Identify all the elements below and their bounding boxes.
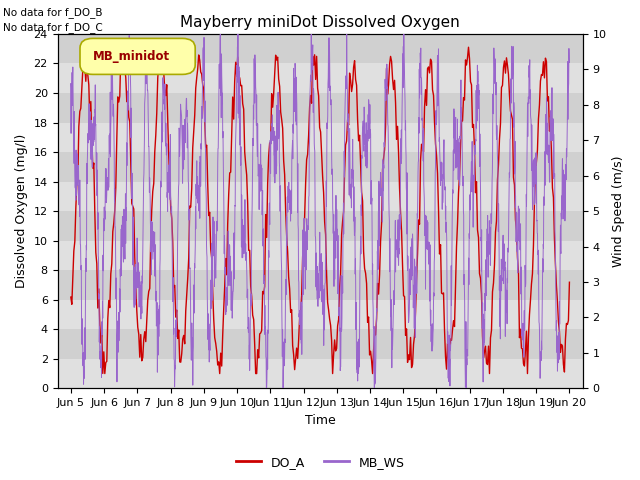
Legend: DO_A, MB_WS: DO_A, MB_WS bbox=[230, 451, 410, 474]
Bar bbox=[58, 63, 583, 93]
Bar bbox=[58, 211, 583, 240]
Bar bbox=[58, 122, 583, 152]
Y-axis label: Wind Speed (m/s): Wind Speed (m/s) bbox=[612, 156, 625, 267]
Text: MB_minidot: MB_minidot bbox=[93, 50, 170, 63]
Text: No data for f_DO_C: No data for f_DO_C bbox=[3, 22, 103, 33]
Bar bbox=[58, 270, 583, 300]
Y-axis label: Dissolved Oxygen (mg/l): Dissolved Oxygen (mg/l) bbox=[15, 134, 28, 288]
Bar bbox=[58, 359, 583, 388]
Bar bbox=[58, 300, 583, 329]
Bar bbox=[58, 240, 583, 270]
Bar bbox=[58, 152, 583, 181]
Bar bbox=[58, 93, 583, 122]
Text: No data for f_DO_B: No data for f_DO_B bbox=[3, 7, 102, 18]
X-axis label: Time: Time bbox=[305, 414, 335, 427]
Bar bbox=[58, 329, 583, 359]
Bar bbox=[58, 34, 583, 63]
Title: Mayberry miniDot Dissolved Oxygen: Mayberry miniDot Dissolved Oxygen bbox=[180, 15, 460, 30]
Bar bbox=[58, 181, 583, 211]
